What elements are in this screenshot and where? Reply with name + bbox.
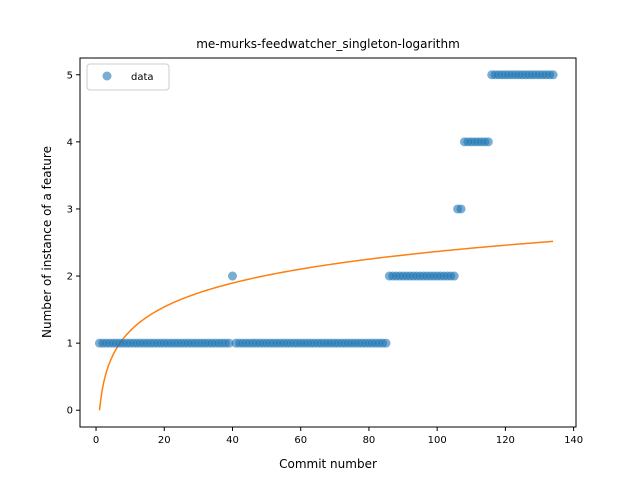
data-point xyxy=(548,70,558,80)
data-point xyxy=(456,204,466,214)
x-tick-label: 100 xyxy=(428,435,447,446)
legend-marker-data xyxy=(102,71,112,81)
chart-title: me-murks-feedwatcher_singleton-logarithm xyxy=(196,37,460,51)
fit-line-layer xyxy=(98,240,554,411)
x-tick-label: 120 xyxy=(496,435,515,446)
y-tick-label: 0 xyxy=(67,406,73,417)
x-tick-label: 20 xyxy=(158,435,171,446)
x-tick-label: 140 xyxy=(564,435,583,446)
y-tick-label: 2 xyxy=(67,272,73,283)
x-axis: 0 20 40 60 80 100 120 140 xyxy=(93,427,583,446)
y-tick-label: 4 xyxy=(67,137,73,148)
x-tick-label: 60 xyxy=(294,435,307,446)
data-point xyxy=(449,271,459,281)
data-point xyxy=(381,338,391,348)
y-axis-label: Number of instance of a feature xyxy=(40,146,54,338)
legend-box xyxy=(86,63,170,91)
x-axis-label: Commit number xyxy=(279,457,377,471)
y-tick-label: 3 xyxy=(67,204,73,215)
data-points-layer xyxy=(94,70,558,348)
y-tick-label: 1 xyxy=(67,339,73,350)
x-tick-label: 40 xyxy=(226,435,239,446)
fit-line xyxy=(98,240,554,411)
y-axis: 0 1 2 3 4 5 xyxy=(67,70,80,417)
x-tick-label: 80 xyxy=(363,435,376,446)
x-tick-label: 0 xyxy=(93,435,99,446)
legend-label-data: data xyxy=(131,72,154,83)
data-point xyxy=(224,338,234,348)
y-tick-label: 5 xyxy=(67,70,73,81)
plot-area xyxy=(79,57,577,428)
data-point xyxy=(483,137,493,147)
data-point xyxy=(227,271,237,281)
plot-frame xyxy=(79,57,577,428)
legend: data xyxy=(86,63,170,91)
